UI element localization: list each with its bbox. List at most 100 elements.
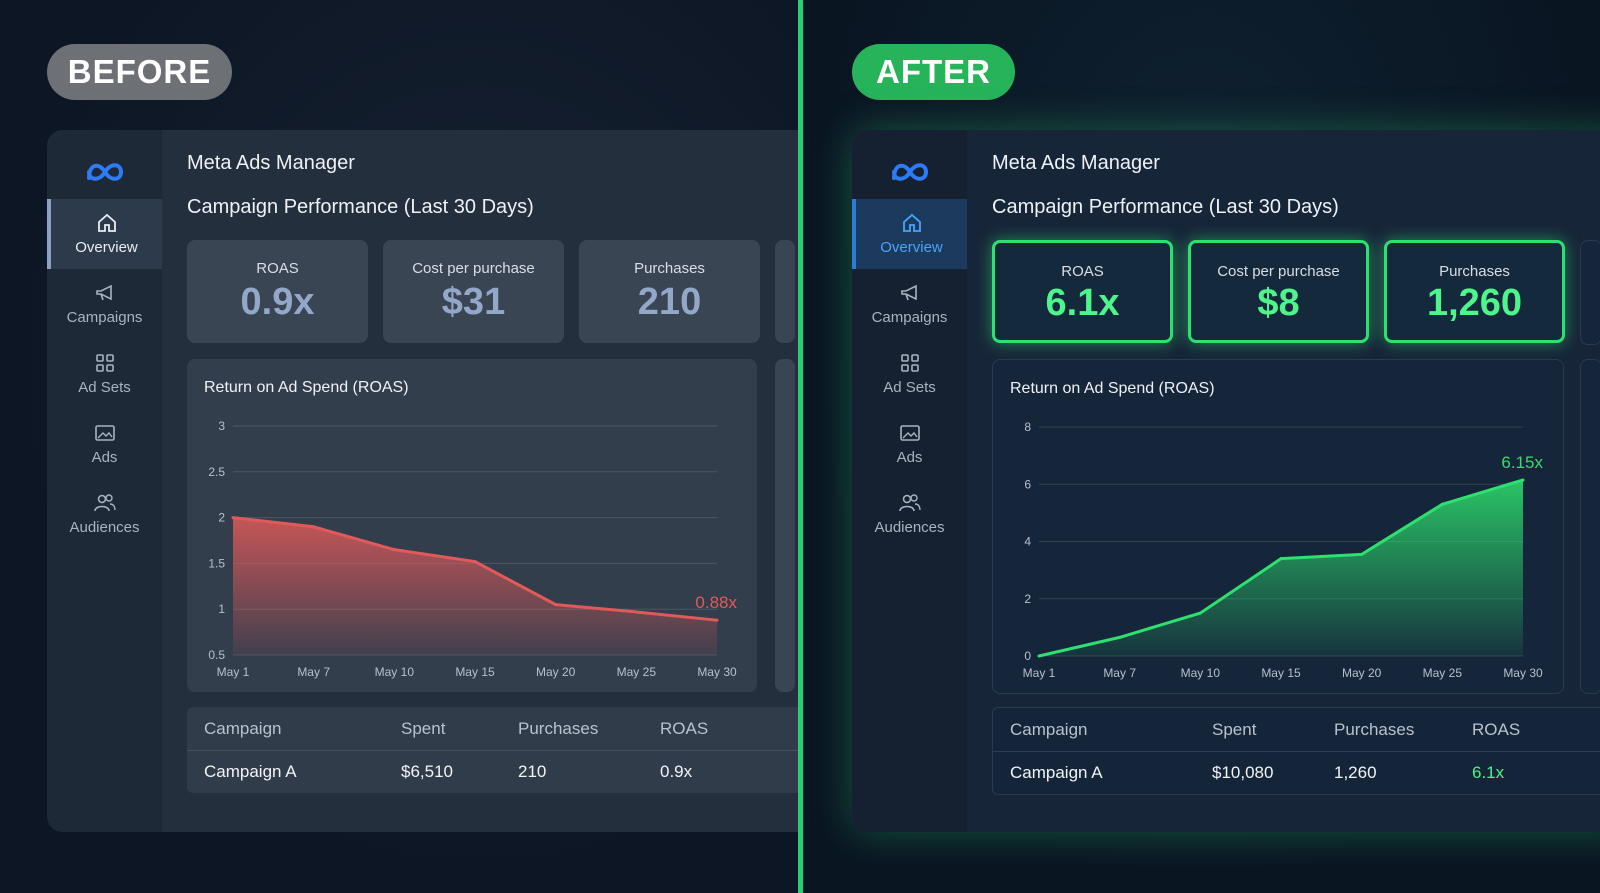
table-row[interactable]: Campaign A $10,080 1,260 6.1x [993, 751, 1600, 794]
column-header[interactable]: Campaign [1010, 719, 1088, 739]
data-point [392, 548, 396, 552]
comparison-divider [798, 0, 803, 893]
kpi-value: $8 [1257, 282, 1300, 324]
column-header[interactable]: ROAS [1472, 719, 1521, 739]
campaign-table: Campaign Spent Purchases ROAS Campaign A… [187, 707, 798, 793]
spent-cell: $6,510 [401, 761, 453, 781]
sidebar-item-overview[interactable]: Overview [47, 199, 162, 269]
section-title: Campaign Performance (Last 30 Days) [992, 196, 1339, 218]
kpi-card-partial[interactable] [1580, 240, 1600, 345]
y-tick-label: 2.5 [208, 465, 225, 479]
kpi-value: 0.9x [240, 281, 315, 323]
x-tick-label: May 20 [536, 665, 576, 679]
ads-manager-window: Overview Campaigns Ad Sets Ads Audiences… [852, 130, 1600, 832]
y-tick-label: 3 [218, 419, 225, 433]
data-point [1198, 611, 1202, 615]
data-point [1440, 502, 1444, 506]
y-tick-label: 0.5 [208, 648, 225, 662]
y-tick-label: 2 [218, 511, 225, 525]
end-value-label: 0.88x [695, 593, 737, 612]
megaphone-icon [95, 284, 112, 301]
kpi-card-purchases[interactable]: Purchases 1,260 [1384, 240, 1565, 343]
kpi-card-cost-per-purchase[interactable]: Cost per purchase $31 [383, 240, 564, 343]
table-row[interactable]: Campaign A $6,510 210 0.9x [187, 750, 798, 793]
y-tick-label: 1.5 [208, 556, 225, 570]
x-tick-label: May 10 [1181, 666, 1221, 680]
data-point [554, 603, 558, 607]
end-value-label: 6.15x [1501, 453, 1543, 472]
kpi-value: 1,260 [1426, 282, 1523, 324]
kpi-card-partial[interactable] [775, 240, 795, 343]
chart-card-partial [775, 359, 795, 692]
y-tick-label: 1 [218, 602, 225, 616]
main-content: Meta Ads Manager Campaign Performance (L… [992, 130, 1600, 832]
sidebar-item-label: Campaigns [66, 309, 143, 326]
data-point [1521, 478, 1525, 482]
roas-chart: 0.5 1 1.5 2 2.5 3 May 1 May 7 May 10 May 15 May 20… [208, 419, 737, 679]
kpi-label: ROAS [256, 260, 299, 277]
campaign-name-cell[interactable]: Campaign A [1010, 762, 1103, 782]
chart-title: Return on Ad Spend (ROAS) [204, 379, 409, 396]
column-header[interactable]: Spent [401, 718, 446, 738]
y-tick-label: 8 [1024, 420, 1031, 434]
data-point [715, 618, 719, 622]
column-header[interactable]: Spent [1212, 719, 1257, 739]
meta-logo-icon[interactable] [47, 148, 162, 196]
app-title: Meta Ads Manager [992, 152, 1160, 174]
y-tick-label: 6 [1024, 477, 1031, 491]
x-tick-label: May 20 [1342, 666, 1382, 680]
data-point [312, 525, 316, 529]
sidebar: Overview Campaigns Ad Sets Ads Audiences [47, 130, 162, 832]
sidebar-item-overview[interactable]: Overview [852, 199, 967, 269]
sidebar-item-campaigns[interactable]: Campaigns [852, 269, 967, 339]
sidebar-item-audiences[interactable]: Audiences [47, 479, 162, 549]
data-point [634, 610, 638, 614]
sidebar-item-label: Overview [75, 239, 138, 256]
x-tick-label: May 30 [1503, 666, 1543, 680]
column-header[interactable]: Campaign [204, 718, 282, 738]
chart-title: Return on Ad Spend (ROAS) [1010, 380, 1215, 397]
kpi-card-roas[interactable]: ROAS 6.1x [992, 240, 1173, 343]
sidebar-item-label: Ad Sets [78, 379, 131, 396]
purchases-cell: 1,260 [1334, 762, 1377, 782]
sidebar-item-ads[interactable]: Ads [852, 409, 967, 479]
column-header[interactable]: Purchases [1334, 719, 1415, 739]
section-title: Campaign Performance (Last 30 Days) [187, 196, 534, 218]
column-header[interactable]: ROAS [660, 718, 709, 738]
x-tick-label: May 15 [455, 665, 495, 679]
home-icon [902, 213, 921, 232]
meta-logo-icon[interactable] [852, 148, 967, 196]
after-badge: AFTER [852, 44, 1015, 100]
users-icon [898, 494, 921, 512]
roas-chart-card: Return on Ad Spend (ROAS) 0.5 1 1.5 2 2.5 3 Ma… [187, 359, 757, 692]
sidebar-item-ad-sets[interactable]: Ad Sets [47, 339, 162, 409]
sidebar-item-campaigns[interactable]: Campaigns [47, 269, 162, 339]
sidebar-item-audiences[interactable]: Audiences [852, 479, 967, 549]
purchases-cell: 210 [518, 761, 547, 781]
kpi-value: 210 [637, 281, 702, 323]
kpi-card-cost-per-purchase[interactable]: Cost per purchase $8 [1188, 240, 1369, 343]
data-point [1037, 654, 1041, 658]
chart-card-partial [1580, 359, 1600, 694]
column-header[interactable]: Purchases [518, 718, 599, 738]
megaphone-icon [900, 284, 917, 301]
y-tick-label: 0 [1024, 649, 1031, 663]
x-tick-label: May 7 [1103, 666, 1136, 680]
roas-cell: 6.1x [1472, 762, 1505, 782]
table-header-row: Campaign Spent Purchases ROAS [187, 707, 798, 751]
ads-manager-window: Overview Campaigns Ad Sets Ads Audiences… [47, 130, 798, 832]
sidebar-item-label: Ads [896, 449, 923, 466]
data-point [1279, 557, 1283, 561]
sidebar-item-ads[interactable]: Ads [47, 409, 162, 479]
campaign-name-cell[interactable]: Campaign A [204, 761, 297, 781]
kpi-card-purchases[interactable]: Purchases 210 [579, 240, 760, 343]
sidebar-item-label: Audiences [874, 519, 945, 536]
sidebar-item-ad-sets[interactable]: Ad Sets [852, 339, 967, 409]
kpi-label: Cost per purchase [412, 260, 535, 277]
data-point [231, 516, 235, 520]
kpi-label: Cost per purchase [1217, 263, 1340, 280]
x-tick-label: May 15 [1261, 666, 1301, 680]
table-header-row: Campaign Spent Purchases ROAS [993, 708, 1600, 752]
kpi-label: Purchases [1439, 263, 1510, 280]
kpi-card-roas[interactable]: ROAS 0.9x [187, 240, 368, 343]
